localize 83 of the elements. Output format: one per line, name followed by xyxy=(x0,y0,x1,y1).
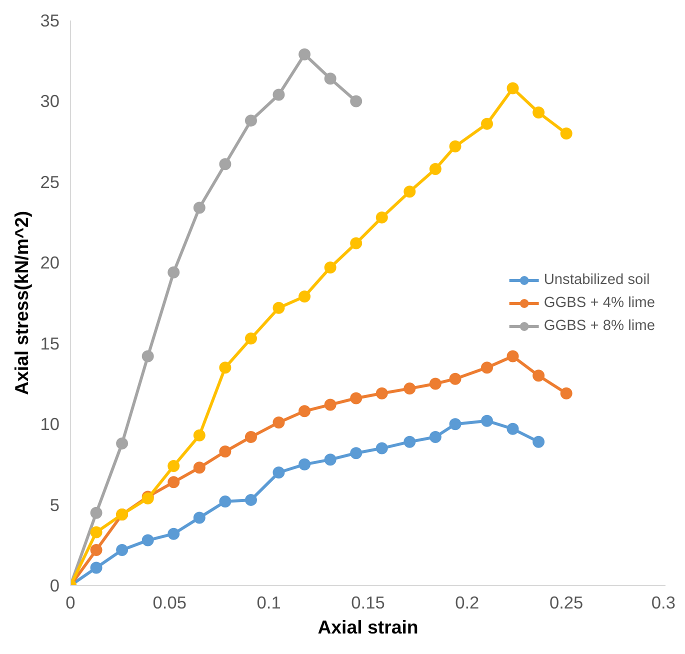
x-axis-title: Axial strain xyxy=(318,616,418,638)
y-axis-title: Axial stress(kN/m^2) xyxy=(11,210,32,396)
point xyxy=(244,494,257,506)
y-tick-label: 30 xyxy=(40,91,60,112)
point xyxy=(429,378,442,390)
point xyxy=(168,460,180,472)
point xyxy=(324,398,336,411)
point xyxy=(429,430,442,443)
point xyxy=(506,422,519,435)
y-tick-label: 0 xyxy=(50,576,60,596)
point xyxy=(168,266,180,278)
point xyxy=(168,528,180,540)
point xyxy=(532,436,545,448)
point xyxy=(219,158,232,170)
point xyxy=(376,442,388,454)
point xyxy=(449,140,462,152)
point xyxy=(324,454,336,466)
point xyxy=(90,506,102,519)
point xyxy=(90,562,102,574)
point xyxy=(116,544,128,556)
point xyxy=(298,405,311,418)
point xyxy=(193,512,206,524)
point xyxy=(168,476,180,488)
point xyxy=(481,414,493,427)
point xyxy=(193,462,206,474)
point xyxy=(481,362,493,374)
legend-label: Unstabilized soil xyxy=(544,272,650,288)
point xyxy=(449,372,462,385)
point xyxy=(350,95,362,108)
y-tick-label: 5 xyxy=(50,494,60,515)
point xyxy=(560,387,572,400)
point xyxy=(481,118,493,130)
y-tick-label: 15 xyxy=(40,333,60,354)
point xyxy=(506,82,519,94)
x-tick-label: 0 xyxy=(66,592,76,612)
point xyxy=(506,350,519,362)
point xyxy=(532,106,545,119)
point xyxy=(90,526,102,538)
point xyxy=(90,544,102,556)
y-tick-label: 25 xyxy=(40,172,60,192)
point xyxy=(560,128,572,140)
point xyxy=(193,202,206,214)
x-tick-label: 0.05 xyxy=(152,592,187,612)
point xyxy=(244,114,257,127)
point xyxy=(376,211,388,224)
x-tick-label: 0.2 xyxy=(455,592,480,612)
point xyxy=(350,447,362,460)
legend-label: GGBS + 8% lime xyxy=(544,318,655,334)
point xyxy=(244,430,257,443)
point xyxy=(298,458,311,470)
point xyxy=(142,350,154,362)
point xyxy=(219,362,232,374)
point xyxy=(324,261,336,274)
point xyxy=(449,418,462,430)
point xyxy=(272,416,285,428)
point xyxy=(324,72,336,85)
point xyxy=(116,437,128,450)
point xyxy=(219,496,232,508)
point xyxy=(298,290,311,303)
x-tick-label: 0.3 xyxy=(651,592,676,612)
point xyxy=(404,186,416,198)
y-tick-label: 35 xyxy=(40,10,60,30)
point xyxy=(244,332,257,345)
point xyxy=(350,392,362,404)
x-tick-label: 0.25 xyxy=(549,592,584,612)
legend-label: GGBS + 4% lime xyxy=(544,294,655,310)
point xyxy=(429,163,442,176)
point xyxy=(142,534,154,546)
y-tick-label: 10 xyxy=(40,414,60,434)
x-tick-label: 0.15 xyxy=(351,592,385,612)
point xyxy=(272,466,285,478)
y-tick-label: 20 xyxy=(40,252,60,273)
point xyxy=(404,382,416,395)
point xyxy=(350,237,362,250)
point xyxy=(376,387,388,400)
point xyxy=(193,429,206,442)
point xyxy=(272,302,285,314)
point xyxy=(404,436,416,448)
point xyxy=(532,370,545,382)
point xyxy=(272,88,285,101)
point xyxy=(219,446,232,458)
x-tick-label: 0.1 xyxy=(256,592,281,612)
point xyxy=(298,48,311,60)
